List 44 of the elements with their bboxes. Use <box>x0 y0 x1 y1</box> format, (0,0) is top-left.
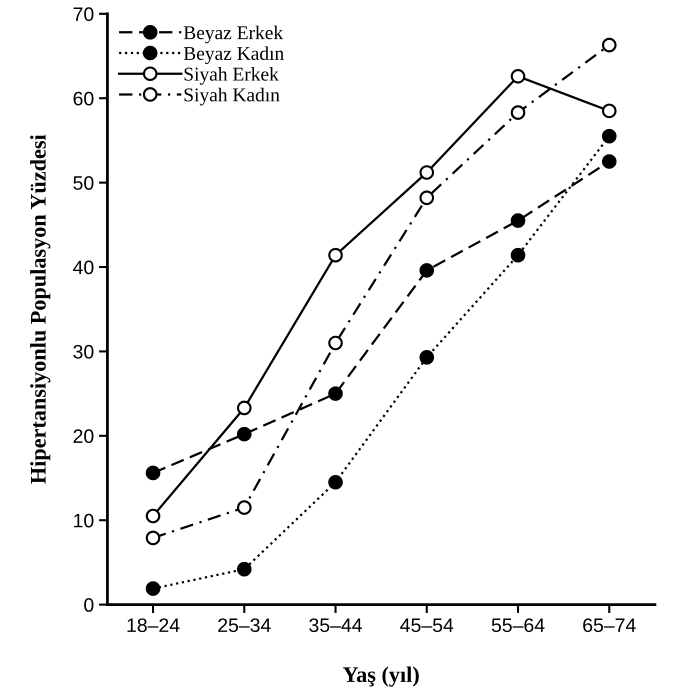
y-tick-label: 50 <box>73 176 94 190</box>
legend-label: Beyaz Kadın <box>184 46 284 64</box>
point <box>602 104 617 118</box>
legend-label: Beyaz Erkek <box>184 26 284 44</box>
point <box>328 474 343 490</box>
point <box>146 581 160 596</box>
point <box>602 128 617 144</box>
x-tick-label: 65–74 <box>583 618 636 632</box>
point <box>236 426 252 442</box>
y-tick-label: 40 <box>73 260 94 274</box>
point <box>602 38 617 52</box>
y-tick-label: 30 <box>73 344 94 359</box>
point <box>236 400 252 416</box>
point <box>419 263 434 278</box>
x-axis-title: Yaş (yıl) <box>342 666 419 687</box>
legend-label: Siyah Erkek <box>184 67 279 85</box>
point <box>328 336 343 350</box>
point <box>146 530 160 546</box>
y-tick-label: 0 <box>84 598 94 612</box>
x-tick-label: 35–44 <box>309 618 362 632</box>
point <box>419 350 434 365</box>
point <box>236 562 252 576</box>
point <box>146 466 160 480</box>
x-tick-label: 18–24 <box>127 618 180 632</box>
x-tick-label: 25–34 <box>218 618 271 632</box>
point <box>602 154 617 169</box>
point <box>419 165 434 180</box>
y-tick-label: 20 <box>74 429 94 444</box>
point <box>419 190 434 206</box>
y-tick-label: 60 <box>74 92 94 106</box>
point <box>328 386 343 401</box>
point <box>510 213 526 228</box>
legend-label: Siyah Kadın <box>184 88 280 106</box>
y-tick-label: 70 <box>74 7 94 22</box>
x-tick-label: 45–54 <box>400 618 454 632</box>
point <box>510 248 526 262</box>
point <box>328 248 343 262</box>
point <box>510 68 526 84</box>
y-axis-title: Hipertansiyonlu Populasyon Yüzdesi <box>30 134 50 484</box>
point <box>236 500 252 515</box>
point <box>146 508 160 524</box>
y-tick-label: 10 <box>74 514 94 528</box>
x-tick-label: 55–64 <box>492 618 544 632</box>
point <box>510 105 526 120</box>
